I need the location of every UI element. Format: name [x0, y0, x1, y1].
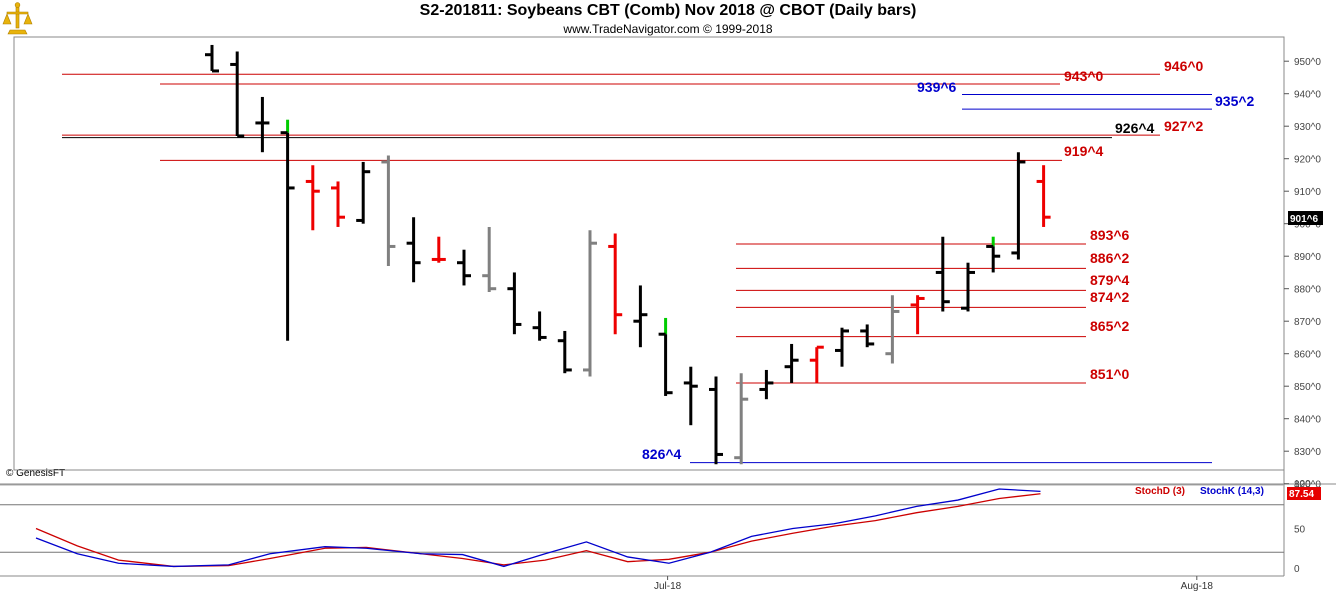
- ohlc-bar: [961, 262, 975, 312]
- ohlc-bar: [205, 44, 219, 73]
- ohlc-bar: [809, 345, 824, 383]
- ohlc-bar: [583, 230, 597, 377]
- ohlc-bar: [910, 295, 925, 335]
- level-label: 865^2: [1090, 318, 1130, 334]
- ohlc-bar: [280, 119, 295, 341]
- level-label: 935^2: [1215, 93, 1255, 109]
- osc-y-tick-label: 100: [1294, 479, 1311, 490]
- stoch-k-line: [35, 488, 1041, 568]
- y-tick-label: 900^0: [1294, 220, 1321, 231]
- y-tick-label: 940^0: [1294, 90, 1321, 101]
- stoch-d-legend: StochD (3): [1135, 486, 1185, 497]
- ohlc-bar: [305, 165, 320, 231]
- ohlc-bar: [608, 233, 623, 335]
- ohlc-bar: [860, 324, 875, 348]
- y-tick-label: 880^0: [1294, 285, 1321, 296]
- y-tick-label: 820^0: [1294, 480, 1321, 491]
- level-label: 919^4: [1064, 143, 1104, 159]
- level-label: 943^0: [1064, 68, 1104, 84]
- y-tick-label: 870^0: [1294, 317, 1321, 328]
- y-tick-label: 840^0: [1294, 415, 1321, 426]
- y-tick-label: 950^0: [1294, 57, 1321, 68]
- last-price-tag: [1288, 211, 1323, 226]
- y-tick-label: 830^0: [1294, 447, 1321, 458]
- ohlc-bar: [734, 373, 749, 465]
- ohlc-bar: [406, 217, 421, 283]
- ohlc-bar: [1036, 165, 1051, 227]
- y-tick-label: 850^0: [1294, 382, 1321, 393]
- ohlc-bar: [507, 272, 522, 335]
- level-label: 939^6: [917, 79, 957, 95]
- ohlc-bar: [457, 249, 471, 286]
- level-label: 926^4: [1115, 120, 1155, 136]
- ohlc-bar: [633, 285, 648, 348]
- ohlc-bar: [784, 343, 799, 383]
- ohlc-bar: [532, 311, 547, 341]
- ohlc-bar: [885, 295, 900, 364]
- level-label: 886^2: [1090, 250, 1130, 266]
- y-tick-label: 920^0: [1294, 155, 1321, 166]
- ohlc-bar: [482, 226, 497, 292]
- ohlc-bar: [709, 376, 723, 465]
- ohlc-bar: [356, 161, 371, 224]
- level-label: 927^2: [1164, 118, 1204, 134]
- level-label: 874^2: [1090, 289, 1130, 305]
- level-label: 826^4: [642, 446, 682, 462]
- ohlc-bar: [1011, 152, 1026, 260]
- ohlc-bar: [255, 96, 270, 153]
- level-label: 946^0: [1164, 58, 1204, 74]
- ohlc-bar: [986, 236, 1001, 273]
- y-tick-label: 930^0: [1294, 122, 1321, 133]
- chart-subtitle: www.TradeNavigator.com © 1999-2018: [563, 22, 773, 36]
- y-tick-label: 910^0: [1294, 187, 1321, 198]
- x-tick-label: Jul-18: [654, 581, 682, 591]
- ohlc-bar: [683, 366, 698, 426]
- ohlc-bar: [935, 236, 950, 312]
- copyright-label: © GenesisFT: [6, 468, 66, 479]
- ohlc-bar: [230, 51, 245, 138]
- ohlc-bar: [557, 330, 572, 374]
- y-tick-label: 890^0: [1294, 252, 1321, 263]
- stoch-k-legend: StochK (14,3): [1200, 486, 1264, 497]
- osc-y-tick-label: 50: [1294, 525, 1306, 536]
- ohlc-bar: [835, 327, 849, 367]
- last-price-label: 901^6: [1290, 214, 1319, 225]
- level-label: 879^4: [1090, 272, 1130, 288]
- level-label: 851^0: [1090, 366, 1130, 382]
- ohlc-bar: [331, 181, 345, 227]
- ohlc-bar: [431, 236, 446, 263]
- ohlc-bar: [658, 317, 673, 396]
- chart-title: S2-201811: Soybeans CBT (Comb) Nov 2018 …: [419, 2, 917, 19]
- trade-navigator-logo: [2, 2, 33, 35]
- osc-last-tag: [1287, 487, 1321, 500]
- stoch-d-line: [35, 493, 1041, 568]
- ohlc-bar: [759, 369, 774, 400]
- osc-last-value: 87.54: [1289, 489, 1314, 500]
- osc-y-tick-label: 0: [1294, 564, 1300, 575]
- x-tick-label: Aug-18: [1181, 581, 1214, 591]
- y-tick-label: 860^0: [1294, 350, 1321, 361]
- level-label: 893^6: [1090, 227, 1130, 243]
- ohlc-bar: [381, 155, 396, 266]
